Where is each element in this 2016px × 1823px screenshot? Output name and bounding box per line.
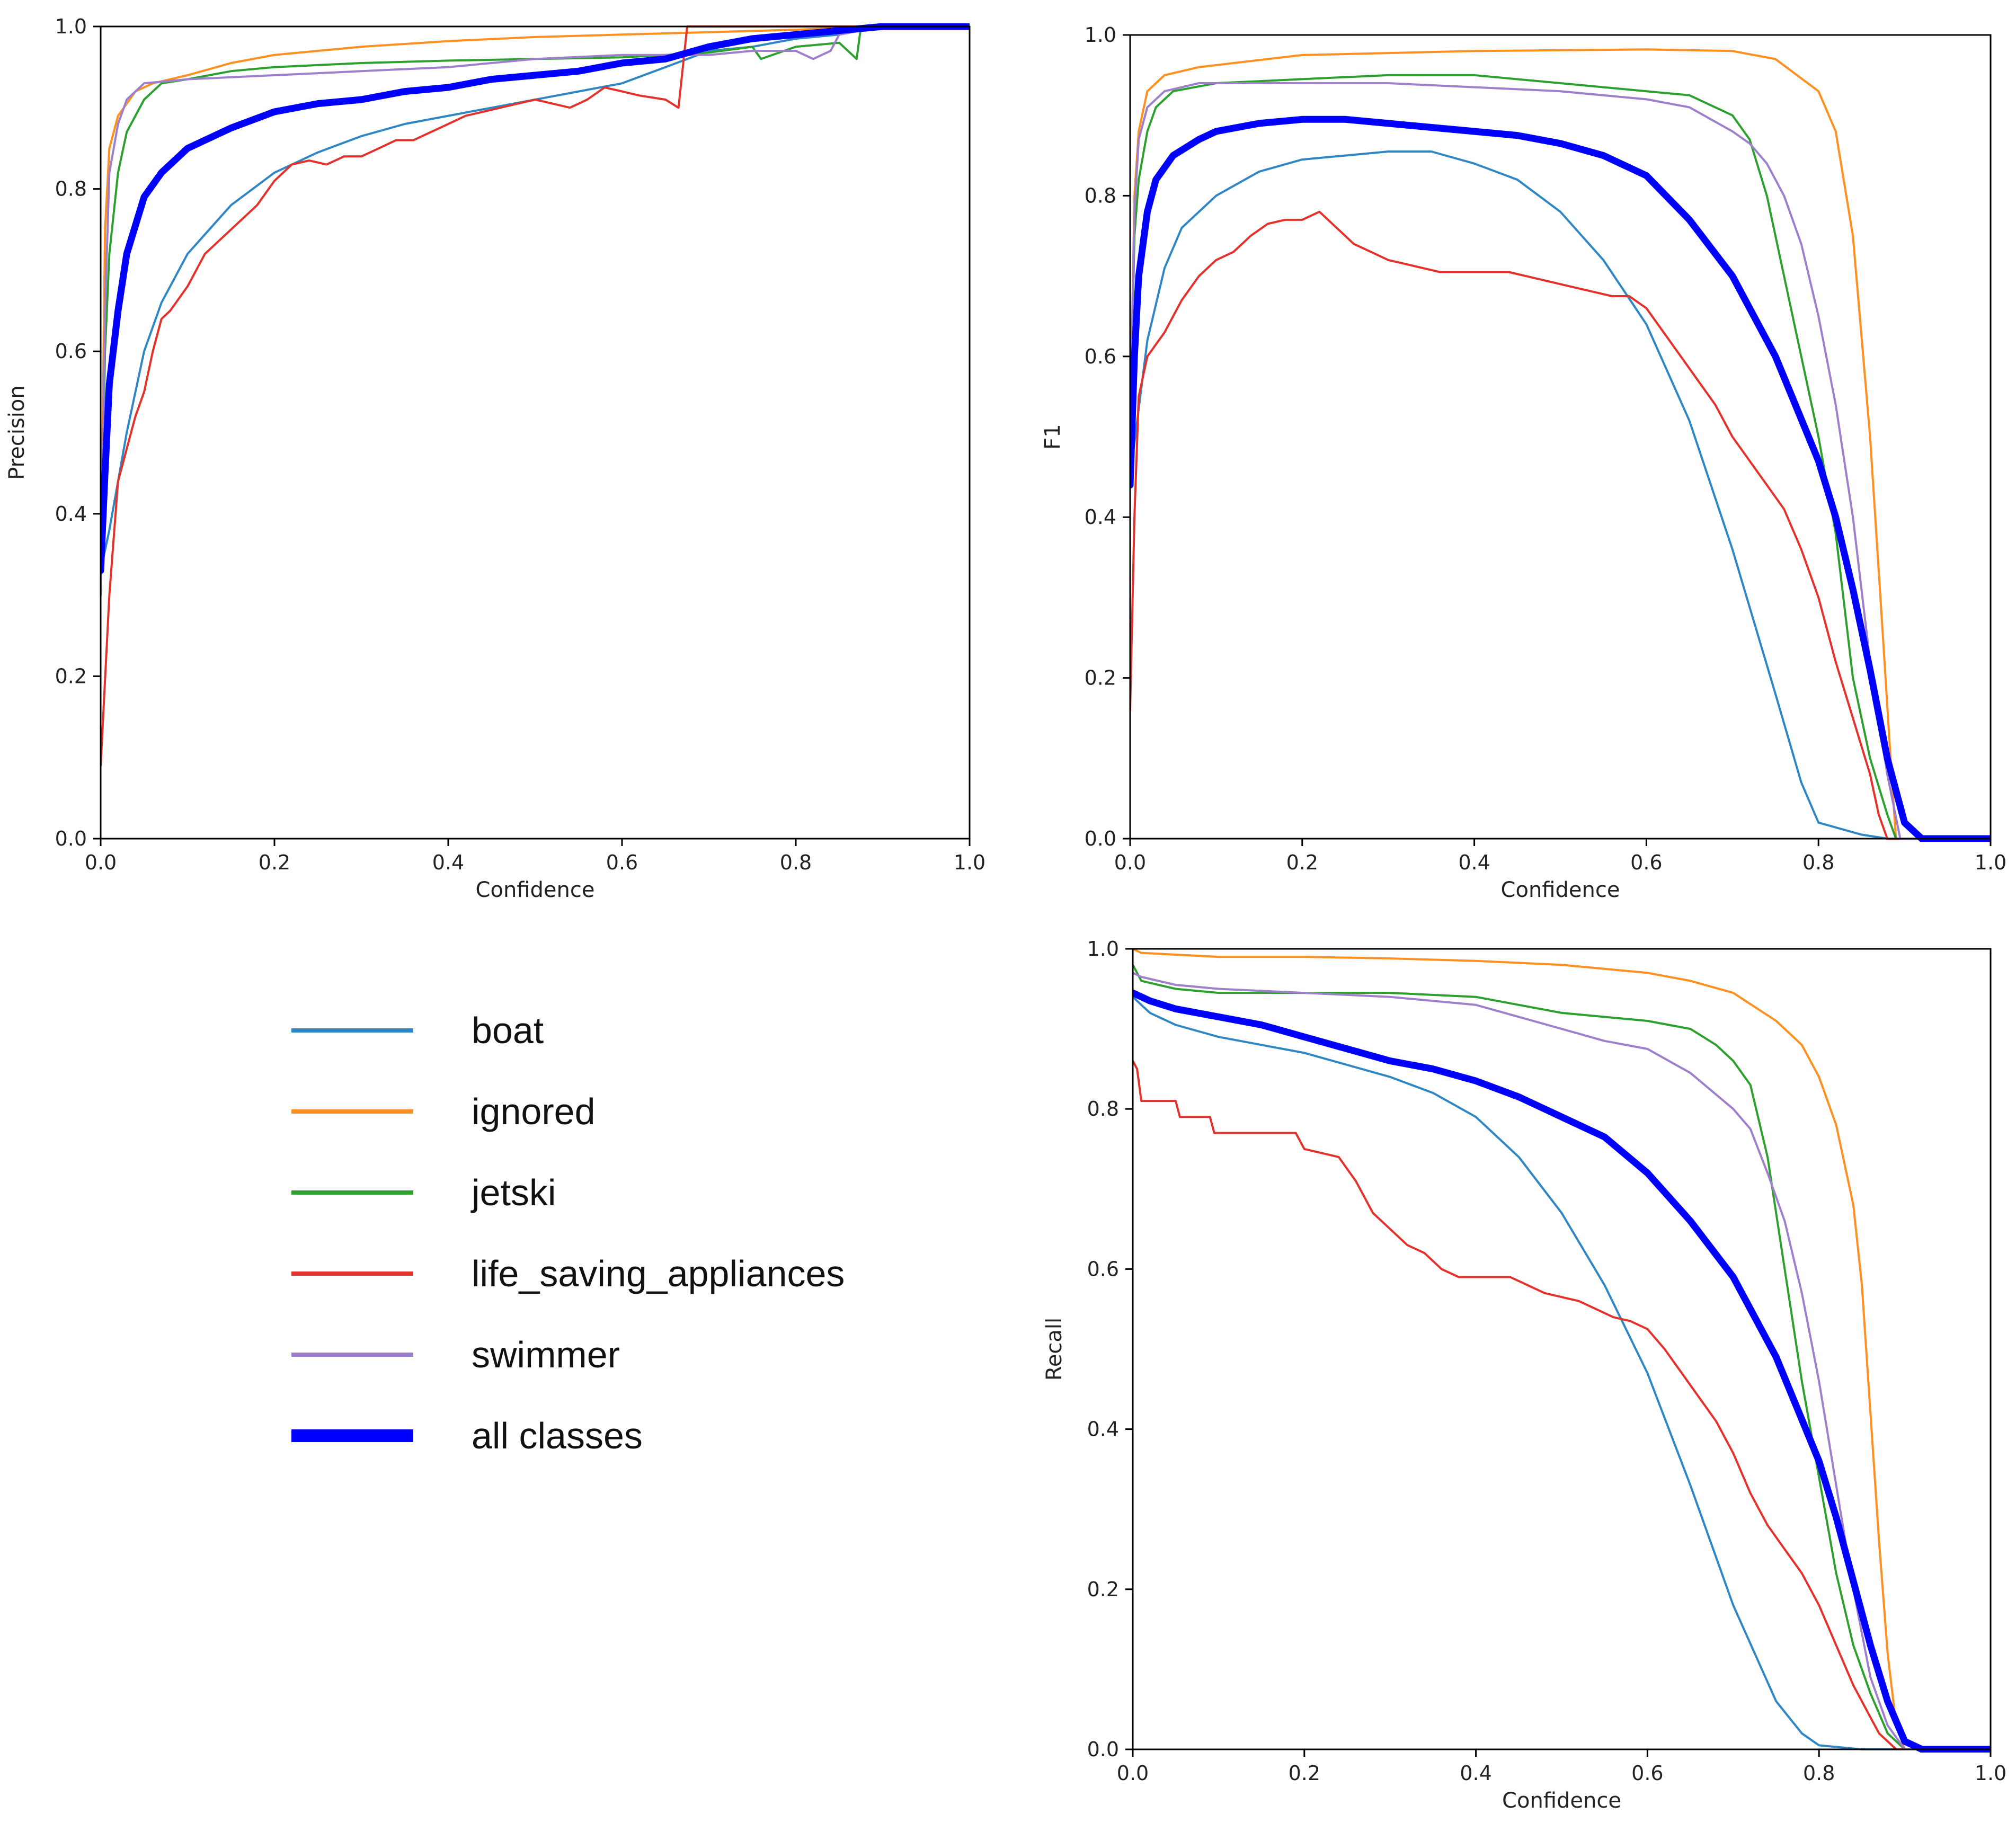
precision-line-swimmer xyxy=(101,25,970,597)
precision-y-tick-label: 0.6 xyxy=(55,340,87,363)
f1-y-tick-label: 0.2 xyxy=(1085,666,1116,690)
f1-x-tick-label: 0.2 xyxy=(1286,851,1318,874)
f1-y-axis-label: F1 xyxy=(1041,424,1065,449)
f1-plot-frame xyxy=(1129,34,1992,840)
precision-x-tick-label: 1.0 xyxy=(954,851,985,874)
recall-x-tick-label: 0.4 xyxy=(1460,1762,1491,1785)
recall-x-axis-label: Confidence xyxy=(1502,1789,1621,1813)
legend-entry-boat: boat xyxy=(291,1010,544,1051)
recall-y-tick-label: 0.0 xyxy=(1087,1738,1119,1761)
legend-entry-swimmer: swimmer xyxy=(291,1334,620,1375)
precision-y-tick-label: 0.2 xyxy=(55,664,87,688)
f1-x-tick-label: 1.0 xyxy=(1975,851,2006,874)
recall-x-tick-label: 0.2 xyxy=(1289,1762,1320,1785)
legend-label: all classes xyxy=(472,1415,643,1456)
recall-y-tick-label: 0.2 xyxy=(1087,1578,1119,1601)
precision-x-tick-label: 0.4 xyxy=(432,851,464,874)
precision-y-tick-label: 1.0 xyxy=(55,15,87,38)
f1-line-swimmer xyxy=(1130,82,1991,840)
recall-y-tick-label: 1.0 xyxy=(1087,937,1119,961)
precision-plot-frame xyxy=(100,25,971,840)
legend-entry-life-saving-appliances: life_saving_appliances xyxy=(291,1253,845,1294)
recall-line-jetski xyxy=(1133,964,1991,1750)
recall-x-tick-label: 0.0 xyxy=(1117,1762,1149,1785)
f1-y-tick-label: 0.8 xyxy=(1085,184,1116,207)
precision-x-tick-label: 0.0 xyxy=(85,851,117,874)
precision-y-axis-label: Precision xyxy=(5,385,29,479)
legend-entry-ignored: ignored xyxy=(291,1091,596,1132)
precision-x-tick-label: 0.8 xyxy=(780,851,812,874)
precision-y-tick-label: 0.4 xyxy=(55,502,87,526)
f1-series xyxy=(1130,48,1991,842)
f1-x-tick-label: 0.8 xyxy=(1802,851,1834,874)
precision-line-jetski xyxy=(101,25,970,597)
f1-y-tick-label: 0.6 xyxy=(1085,345,1116,368)
f1-panel: 0.0 0.2 0.4 0.6 0.8 1.0 0.0 0.2 0.4 0.6 0.8 1.0 Conf… xyxy=(1041,23,2006,902)
legend-label: ignored xyxy=(472,1091,596,1132)
precision-line-boat xyxy=(101,25,970,572)
f1-line-jetski xyxy=(1130,74,1991,840)
f1-line-all-classes xyxy=(1130,115,1991,842)
recall-y-tick-label: 0.8 xyxy=(1087,1097,1119,1121)
f1-x-tick-label: 0.4 xyxy=(1458,851,1490,874)
recall-y-tick-label: 0.4 xyxy=(1087,1418,1119,1441)
recall-x-tick-label: 0.8 xyxy=(1803,1762,1835,1785)
legend-label: jetski xyxy=(470,1172,556,1213)
legend-entry-jetski: jetski xyxy=(291,1172,556,1213)
precision-x-tick-label: 0.6 xyxy=(606,851,638,874)
f1-y-tick-label: 0.0 xyxy=(1085,827,1116,850)
recall-line-ignored xyxy=(1133,948,1991,1750)
precision-y-tick-label: 0.0 xyxy=(55,827,87,850)
recall-line-all-classes xyxy=(1133,989,1991,1753)
precision-panel: 0.0 0.2 0.4 0.6 0.8 1.0 0.0 0.2 0.4 0.6 0.8 1.0 Conf… xyxy=(5,15,985,902)
f1-x-axis-label: Confidence xyxy=(1501,878,1620,902)
recall-x-tick-label: 1.0 xyxy=(1975,1762,2006,1785)
f1-line-ignored xyxy=(1130,48,1991,840)
f1-line-life-saving-appliances xyxy=(1130,210,1991,840)
precision-y-tick-label: 0.8 xyxy=(55,177,87,201)
precision-x-axis-label: Confidence xyxy=(476,878,595,902)
precision-line-ignored xyxy=(101,25,970,597)
legend-entry-all-classes: all classes xyxy=(291,1415,643,1456)
recall-x-tick-label: 0.6 xyxy=(1631,1762,1663,1785)
legend-label: boat xyxy=(472,1010,544,1051)
precision-line-life-saving-appliances xyxy=(101,25,970,767)
recall-panel: 0.0 0.2 0.4 0.6 0.8 1.0 0.0 0.2 0.4 0.6 0.8 1.0 Conf… xyxy=(1042,937,2006,1813)
legend: boat ignored jetski life_saving_appliancess… xyxy=(291,1010,845,1456)
recall-line-life-saving-appliances xyxy=(1133,1060,1991,1750)
legend-label: life_saving_appliances xyxy=(472,1253,845,1294)
recall-series xyxy=(1133,948,1991,1753)
precision-x-tick-label: 0.2 xyxy=(259,851,290,874)
recall-plot-frame xyxy=(1132,948,1992,1750)
precision-line-all-classes xyxy=(101,23,970,574)
recall-y-axis-label: Recall xyxy=(1042,1318,1067,1381)
f1-x-tick-label: 0.6 xyxy=(1630,851,1662,874)
f1-y-tick-label: 0.4 xyxy=(1085,505,1116,529)
f1-line-boat xyxy=(1130,150,1991,840)
precision-series xyxy=(101,23,970,767)
recall-line-swimmer xyxy=(1133,972,1991,1750)
recall-y-tick-label: 0.6 xyxy=(1087,1257,1119,1280)
f1-x-tick-label: 0.0 xyxy=(1114,851,1146,874)
f1-y-tick-label: 1.0 xyxy=(1085,23,1116,47)
legend-label: swimmer xyxy=(472,1334,620,1375)
recall-line-boat xyxy=(1133,995,1991,1750)
